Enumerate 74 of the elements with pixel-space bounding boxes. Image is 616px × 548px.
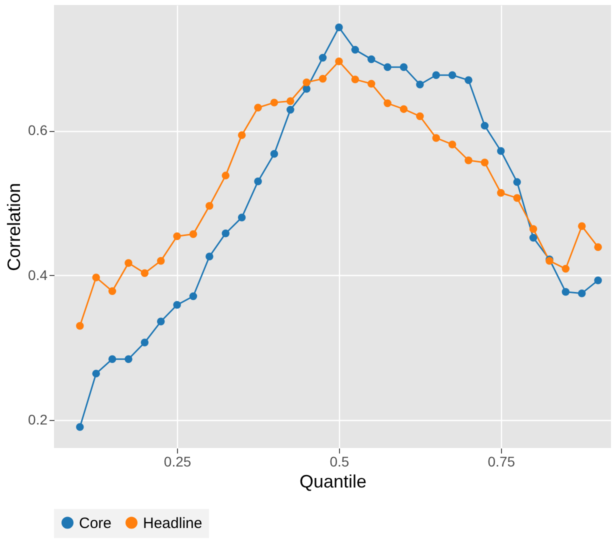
point [384, 99, 392, 108]
point [448, 71, 456, 79]
point [270, 150, 278, 158]
point [156, 318, 165, 326]
point [238, 131, 246, 139]
point [108, 287, 116, 296]
point [432, 134, 440, 142]
point [222, 172, 230, 180]
point [189, 230, 198, 238]
point [400, 63, 408, 72]
y-tick-label: 0.4 [28, 266, 48, 283]
point [448, 140, 456, 148]
point [578, 222, 586, 230]
point [562, 264, 570, 273]
point [302, 84, 310, 93]
y-tick-label: 0.2 [28, 411, 48, 428]
point [140, 269, 149, 277]
point [76, 423, 84, 431]
x-axis-title: Quantile [299, 472, 367, 492]
point [464, 156, 472, 164]
point [318, 74, 327, 83]
point [140, 338, 149, 346]
y-axis-title: Correlation [4, 182, 24, 272]
point [286, 106, 294, 114]
point [286, 97, 294, 105]
point [270, 98, 278, 106]
x-tick-label: 0.75 [488, 454, 516, 470]
point [432, 71, 440, 79]
point [76, 322, 84, 330]
point [318, 54, 327, 62]
point [222, 230, 230, 238]
point [594, 243, 602, 251]
point [480, 122, 489, 130]
legend-label: Headline [143, 514, 202, 532]
point [238, 214, 246, 222]
point [335, 24, 343, 32]
point [189, 292, 198, 300]
point [124, 355, 132, 363]
x-tick-label: 0.25 [164, 454, 192, 470]
point [529, 225, 538, 233]
point [173, 232, 181, 240]
point [124, 259, 132, 267]
point [416, 80, 424, 88]
point [400, 105, 408, 113]
point [108, 355, 116, 363]
point [513, 178, 521, 186]
x-tick-label: 0.5 [330, 454, 350, 470]
point [302, 78, 310, 86]
point [497, 147, 505, 155]
point [367, 80, 376, 88]
point [254, 177, 262, 186]
point [92, 370, 100, 378]
point [351, 46, 360, 54]
point [464, 76, 472, 84]
point [480, 158, 489, 166]
y-tick-label: 0.6 [28, 122, 48, 138]
point [513, 194, 521, 202]
point [529, 234, 538, 242]
point [416, 112, 424, 120]
legend-label: Core [79, 514, 112, 532]
point [206, 202, 214, 210]
point [594, 276, 602, 284]
point [254, 104, 262, 112]
point [156, 256, 165, 265]
point [384, 63, 392, 72]
point [351, 76, 360, 84]
point [367, 55, 376, 64]
point [173, 301, 181, 309]
point [206, 252, 214, 260]
point [335, 58, 343, 66]
point [578, 289, 586, 298]
point [497, 189, 505, 197]
point [562, 288, 570, 296]
point [92, 274, 100, 282]
